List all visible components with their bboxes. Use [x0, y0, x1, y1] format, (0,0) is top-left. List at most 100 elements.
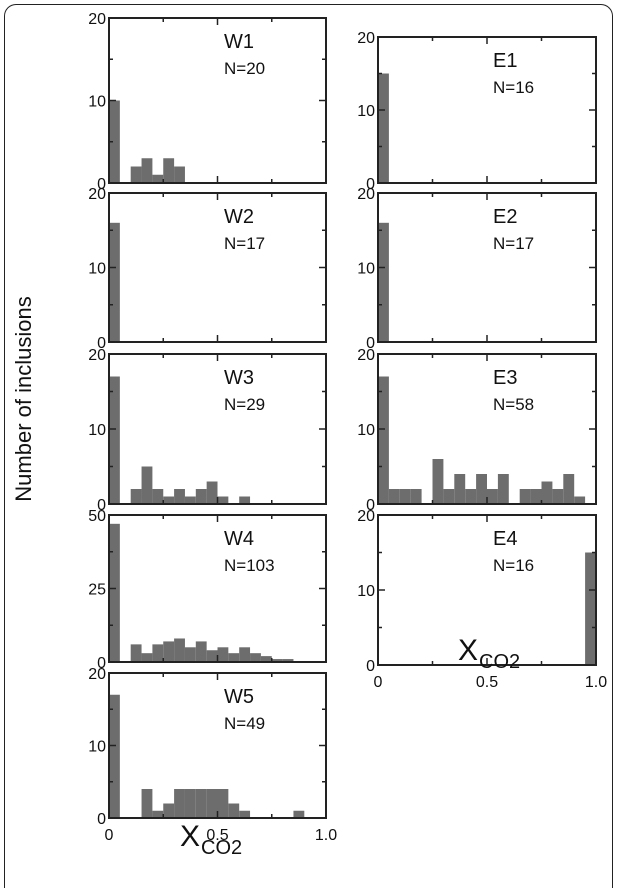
y-tick-label: 50 [88, 508, 106, 525]
bar-e4-19 [585, 552, 596, 665]
bar-w4-6 [174, 638, 185, 662]
bar-w4-4 [152, 644, 164, 662]
bar-e3-15 [541, 481, 553, 504]
x-tick-label: 0 [374, 674, 383, 691]
y-axis-label: Number of inclusions [11, 296, 36, 502]
bar-w1-5 [163, 158, 175, 183]
bar-w5-8 [195, 789, 207, 818]
panel-n-label: N=103 [224, 556, 275, 575]
bar-w5-0 [109, 694, 120, 818]
y-tick-label: 20 [88, 666, 106, 683]
y-tick-label: 10 [88, 261, 106, 278]
panel-title: W2 [224, 206, 254, 228]
bar-w5-3 [141, 789, 153, 818]
bar-w4-8 [195, 641, 207, 662]
bar-e3-11 [497, 474, 509, 504]
bar-w3-9 [206, 481, 218, 504]
x-tick-label: 1.0 [585, 674, 607, 691]
y-tick-label: 10 [357, 422, 375, 439]
bar-w3-6 [174, 489, 185, 504]
bar-w1-3 [141, 158, 153, 183]
y-tick-label: 10 [357, 261, 375, 278]
panel-title: W5 [224, 686, 254, 708]
bar-e3-2 [399, 489, 411, 504]
bar-e1-0 [378, 73, 389, 183]
bar-w5-5 [163, 803, 175, 818]
bar-e3-1 [388, 489, 400, 504]
panel-w4: 0 25 50 W4 N=103 [88, 508, 327, 672]
bar-w5-6 [174, 789, 185, 818]
y-tick-label: 0 [366, 658, 375, 675]
y-tick-label: 20 [357, 30, 375, 47]
y-tick-label: 0 [97, 176, 106, 193]
y-tick-label: 10 [357, 103, 375, 120]
panel-e1: 0 10 20 E1 N=16 [357, 30, 597, 193]
panel-w5: 0 10 20 0 0.5 1.0 W5 N=49 [88, 666, 337, 844]
panel-title: W3 [224, 367, 254, 389]
x-axis-label-main: X [180, 820, 201, 853]
bar-w4-2 [130, 644, 142, 662]
panel-title: W1 [224, 31, 254, 53]
y-tick-label: 10 [88, 422, 106, 439]
panel-w1: 0 10 20 W1 N=20 [88, 11, 327, 193]
x-axis-label-sub: CO2 [479, 651, 521, 673]
bar-w1-0 [109, 100, 120, 183]
bar-w4-16 [282, 659, 294, 662]
plot-frame [108, 192, 327, 343]
bar-e3-0 [378, 376, 389, 504]
bar-w3-7 [184, 496, 196, 504]
bar-w4-12 [239, 647, 251, 662]
bar-e3-16 [552, 489, 564, 504]
bar-e3-3 [410, 489, 422, 504]
panel-title: E4 [493, 528, 517, 550]
plot-frame [377, 36, 597, 184]
panel-w2: 0 10 20 W2 N=17 [88, 186, 327, 352]
y-tick-label: 20 [357, 347, 375, 364]
bar-w4-14 [260, 656, 272, 662]
bar-w4-13 [250, 653, 261, 662]
y-tick-label: 20 [88, 11, 106, 28]
y-tick-label: 10 [88, 739, 106, 756]
bar-e3-7 [454, 474, 466, 504]
y-tick-label: 0 [97, 335, 106, 352]
bar-w2-0 [109, 222, 120, 342]
bar-w3-10 [217, 496, 229, 504]
y-tick-label: 0 [366, 335, 375, 352]
y-tick-label: 0 [366, 497, 375, 514]
bar-w4-3 [141, 653, 153, 662]
bar-e3-8 [465, 489, 477, 504]
panel-n-label: N=17 [493, 234, 534, 253]
plot-frame [108, 514, 327, 663]
panel-w3: 0 10 20 W3 N=29 [88, 347, 327, 514]
x-tick-label: 1.0 [315, 827, 337, 844]
y-tick-label: 10 [357, 583, 375, 600]
y-tick-label: 20 [88, 186, 106, 203]
bar-w3-12 [239, 496, 251, 504]
bar-w3-3 [141, 466, 153, 504]
bar-w1-4 [152, 174, 164, 183]
x-axis-label-left: XCO2 [180, 820, 242, 860]
panel-n-label: N=58 [493, 395, 534, 414]
bar-w4-11 [228, 653, 240, 662]
y-tick-label: 0 [97, 811, 106, 828]
y-tick-label: 0 [97, 655, 106, 672]
bar-w3-5 [163, 496, 175, 504]
y-tick-label: 0 [366, 176, 375, 193]
bar-w4-9 [206, 650, 218, 662]
bar-w1-6 [174, 166, 185, 183]
y-tick-label: 20 [88, 347, 106, 364]
bar-e3-13 [519, 489, 531, 504]
bar-e2-0 [378, 222, 389, 342]
panel-n-label: N=17 [224, 234, 265, 253]
bar-w4-0 [109, 523, 120, 662]
bar-w5-10 [217, 789, 229, 818]
bar-w1-2 [130, 166, 142, 183]
bar-e3-17 [563, 474, 575, 504]
x-tick-label: 0.5 [476, 674, 498, 691]
panel-e4: 0 10 20 0 0.5 1.0 E4 N=16 [357, 508, 607, 691]
panel-n-label: N=49 [224, 714, 265, 733]
panel-e2: 0 10 20 E2 N=17 [357, 186, 597, 352]
panel-n-label: N=16 [493, 78, 534, 97]
x-axis-label-main: X [458, 634, 479, 667]
